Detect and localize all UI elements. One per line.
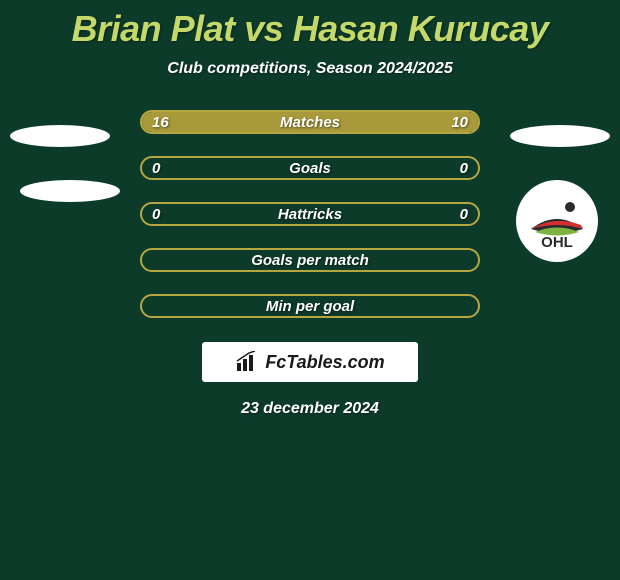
stat-value-right: 0 (460, 160, 468, 177)
stat-label: Matches (142, 114, 478, 131)
stat-value-right: 10 (451, 114, 468, 131)
stat-label: Goals (142, 160, 478, 177)
stat-row: Goals per match (140, 248, 480, 272)
stat-label: Goals per match (142, 252, 478, 269)
page-subtitle: Club competitions, Season 2024/2025 (0, 60, 620, 78)
stat-row: 0Hattricks0 (140, 202, 480, 226)
page-title: Brian Plat vs Hasan Kurucay (0, 0, 620, 50)
date-label: 23 december 2024 (0, 400, 620, 418)
stat-row: Min per goal (140, 294, 480, 318)
svg-text:OHL: OHL (541, 234, 573, 251)
stat-row: 16Matches10 (140, 110, 480, 134)
bar-chart-icon (235, 351, 261, 373)
placeholder-ellipse-right (510, 125, 610, 147)
fctables-logo: FcTables.com (202, 342, 418, 382)
placeholder-ellipse-left-2 (20, 180, 120, 202)
stat-row: 0Goals0 (140, 156, 480, 180)
stat-label: Min per goal (142, 298, 478, 315)
ohl-logo-icon: OHL (525, 189, 589, 253)
stat-value-right: 0 (460, 206, 468, 223)
club-badge-right: OHL (516, 180, 598, 262)
placeholder-ellipse-left-1 (10, 125, 110, 147)
fctables-logo-text: FcTables.com (265, 352, 384, 373)
stat-label: Hattricks (142, 206, 478, 223)
